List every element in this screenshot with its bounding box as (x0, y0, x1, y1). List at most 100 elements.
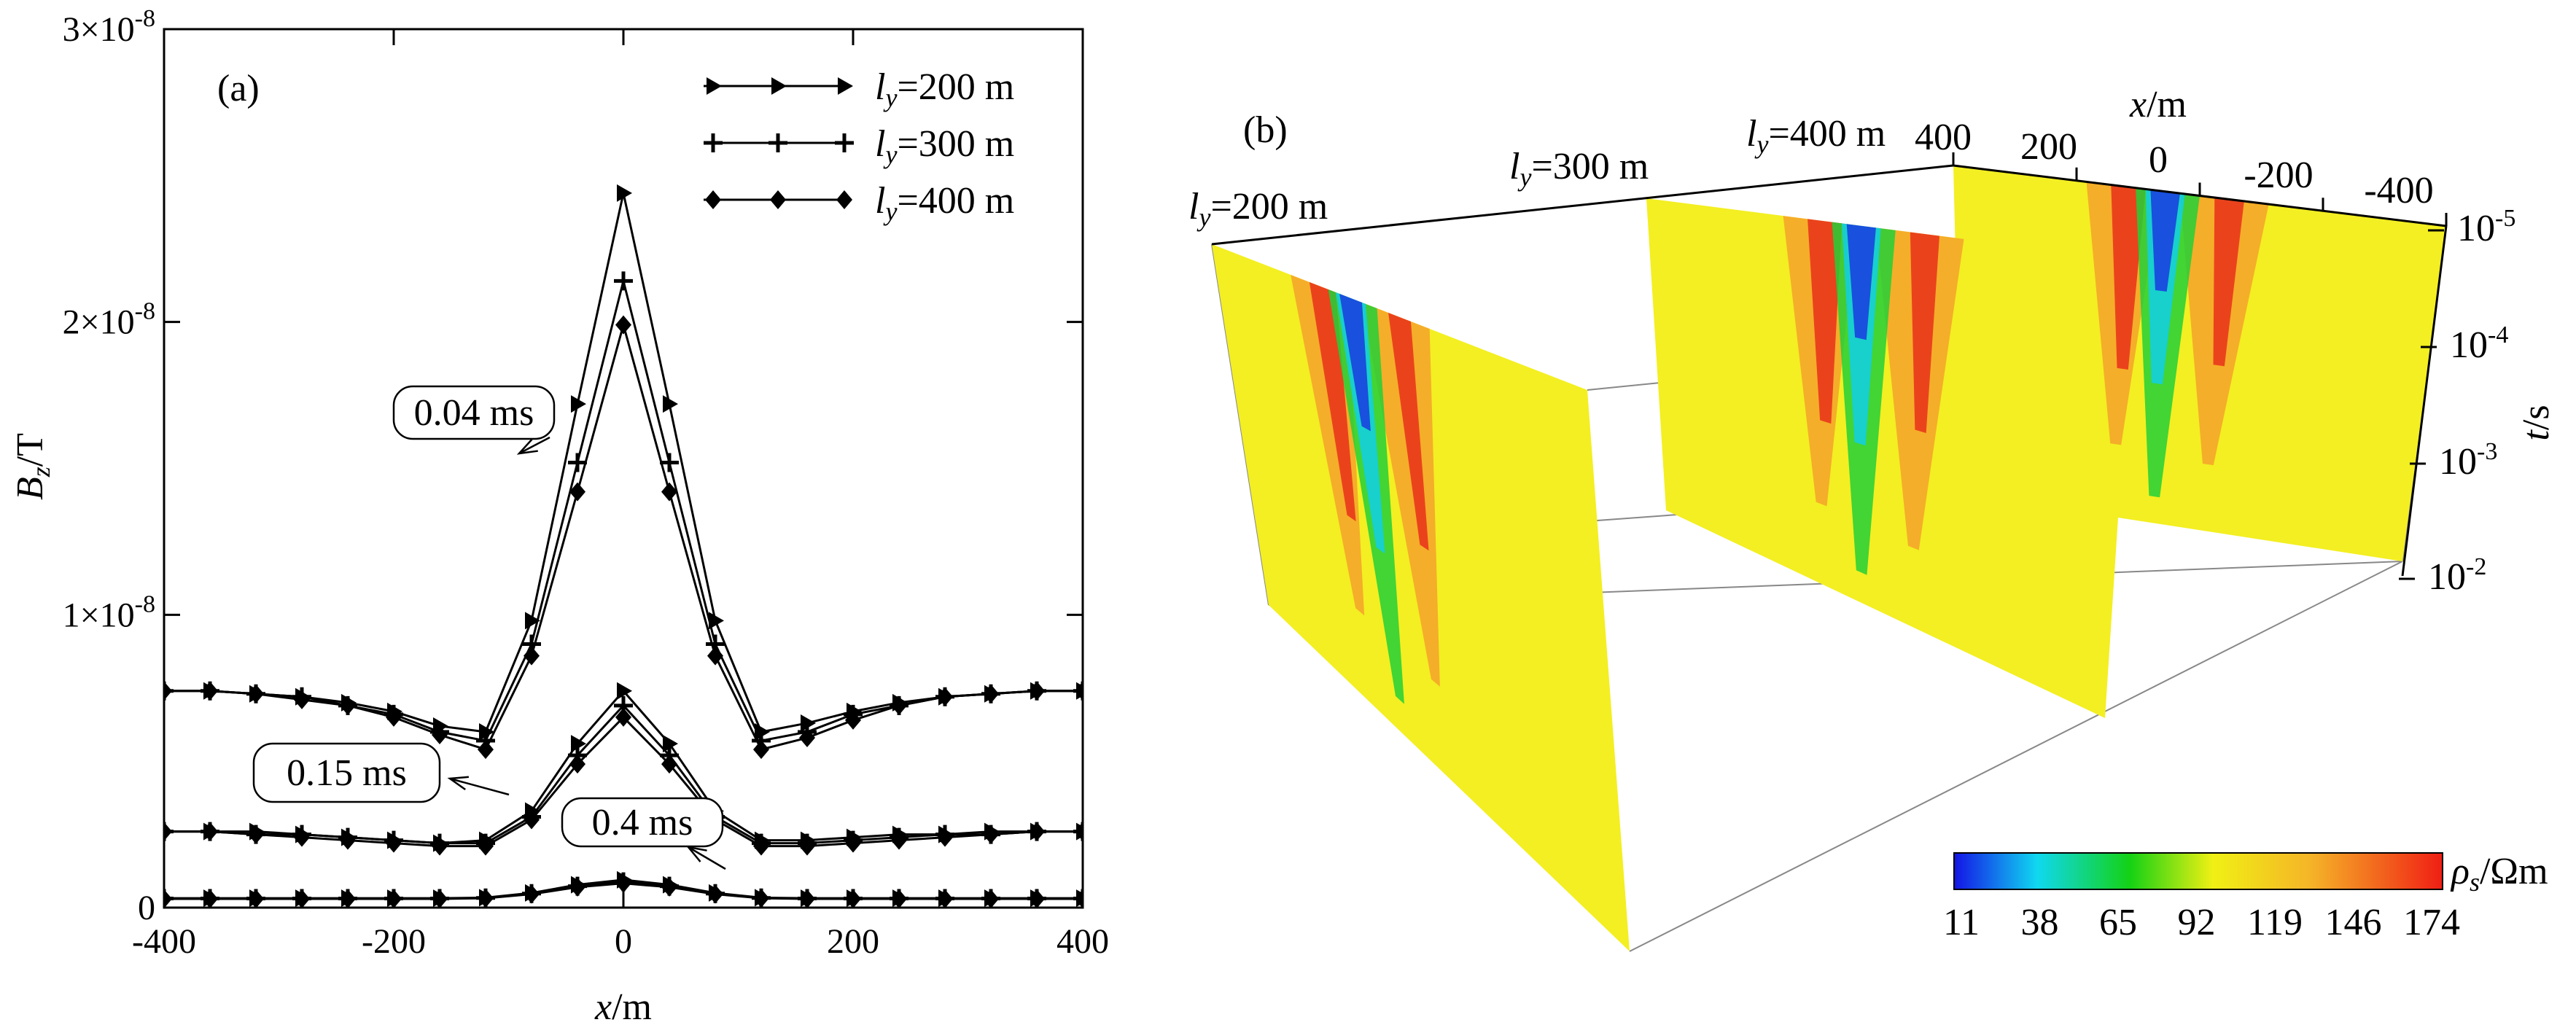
data-point (615, 873, 631, 893)
data-point (845, 889, 861, 908)
y-tick-label: 2×10-8 (63, 298, 155, 342)
data-point (753, 889, 769, 908)
rho-band (1846, 224, 1876, 340)
data-point (571, 735, 586, 753)
data-point (768, 133, 787, 152)
data-point (707, 77, 722, 95)
legend-entry: ly=200 m (704, 66, 1014, 112)
data-point (891, 830, 907, 850)
data-point (704, 133, 723, 152)
data-point (202, 889, 218, 908)
anomaly-plume (1291, 275, 1440, 704)
legend-entry: ly=300 m (704, 123, 1014, 169)
data-point (663, 735, 678, 753)
panel-b: (b) 400 200 0 -200 -400 x/m 10-5 10-4 (1188, 84, 2557, 952)
data-point (478, 740, 494, 760)
data-point (569, 482, 585, 502)
rho-band (2111, 184, 2146, 370)
y-tick-label: 3×10-8 (63, 5, 155, 49)
data-point (569, 755, 585, 774)
x-tick-label-3d: 0 (2149, 139, 2168, 181)
legend-entry: ly=400 m (704, 180, 1014, 226)
data-point (248, 889, 264, 908)
t-axis-3d (2401, 225, 2448, 577)
data-point (386, 707, 402, 727)
anomaly-shading (1291, 182, 2269, 704)
series-line (164, 184, 1083, 741)
arrow-head (516, 438, 538, 455)
data-point (386, 833, 402, 853)
data-point (937, 687, 953, 706)
arrow-head (447, 776, 470, 791)
colorbar-label: ρs/Ωm (2450, 851, 2548, 897)
t-tick-label: 10-2 (2428, 553, 2486, 598)
series-line (164, 271, 1083, 751)
annotation: 0.4 ms (561, 797, 726, 870)
x-tick-label: -400 (132, 922, 196, 961)
data-point (524, 646, 540, 666)
rho-band (1339, 294, 1371, 432)
x-tick-label: 0 (615, 922, 632, 961)
data-point (568, 453, 587, 472)
x-tick-label-3d: -400 (2364, 170, 2433, 211)
data-point (524, 884, 540, 904)
data-point (478, 889, 494, 908)
colorbar (1953, 852, 2443, 890)
legend: ly=200 m ly=300 m ly=400 m (704, 66, 1014, 226)
data-point (753, 836, 769, 856)
annotation-box (561, 797, 724, 848)
panel-a-label: (a) (217, 68, 260, 109)
x-tick-label: -200 (362, 922, 426, 961)
data-point (707, 646, 723, 666)
data-point (294, 889, 310, 908)
data-point (386, 889, 402, 908)
y-tick-label: 1×10-8 (63, 590, 155, 634)
series-group (164, 184, 1083, 908)
annotation: 0.04 ms (392, 385, 556, 455)
data-point (835, 133, 854, 152)
data-point (771, 77, 787, 95)
data-point (617, 184, 632, 202)
data-point (294, 827, 310, 847)
colorbar-tick-label: 146 (2325, 902, 2382, 943)
axes: -400 -200 0 200 400 0 1×10-8 2×10-8 3×10-8 (63, 5, 1109, 961)
rho-band (2150, 190, 2180, 292)
data-point (569, 877, 585, 897)
anomaly-plume (1783, 216, 1964, 575)
annotation-label: 0.4 ms (592, 802, 693, 843)
data-point (661, 755, 677, 774)
data-point (845, 710, 861, 730)
colorbar-tick-label: 119 (2247, 902, 2303, 943)
t-tick-label: 10-5 (2457, 205, 2515, 249)
annotation-label: 0.04 ms (414, 392, 534, 434)
anomaly-plume (2086, 182, 2269, 498)
series-path (164, 281, 1083, 742)
data-point (1075, 889, 1083, 908)
rho-band (1309, 282, 1356, 522)
slice-label: ly=200 m (1188, 186, 1328, 232)
annotation-box (392, 385, 556, 440)
x-tick-label-3d: -200 (2244, 155, 2313, 196)
data-point (478, 836, 494, 856)
annotation-label: 0.15 ms (287, 752, 407, 794)
data-point (705, 190, 721, 209)
data-point (432, 725, 448, 745)
data-point (294, 690, 310, 709)
rho-band (1335, 292, 1385, 554)
data-point (799, 889, 815, 908)
t-axis-label: t/s (2515, 405, 2557, 440)
data-point (753, 740, 769, 760)
legend-label: ly=200 m (875, 66, 1014, 112)
data-point (202, 681, 218, 701)
data-point (615, 707, 631, 727)
slice-label: ly=400 m (1746, 113, 1886, 159)
slice-label: ly=300 m (1509, 146, 1649, 192)
data-point (340, 830, 356, 850)
x-tick-label: 200 (827, 922, 879, 961)
data-point (770, 190, 786, 209)
x-tick-label-3d: 400 (1915, 117, 1972, 158)
series-line (164, 315, 1083, 760)
series-line (164, 707, 1083, 856)
data-point (571, 395, 586, 413)
data-point (1075, 681, 1083, 701)
